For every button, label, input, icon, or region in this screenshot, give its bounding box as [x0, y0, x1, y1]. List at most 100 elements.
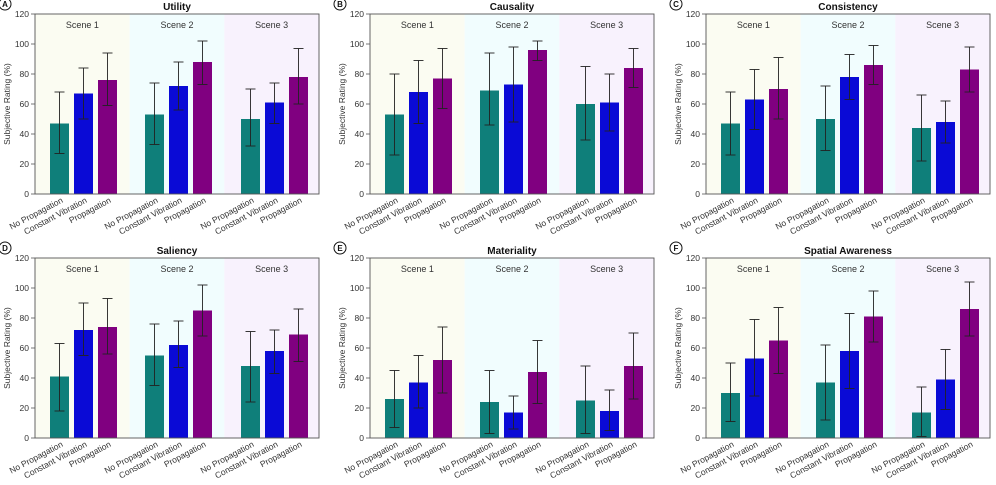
scene-label: Scene 3	[255, 20, 288, 30]
bar-constant-vibration	[169, 345, 188, 438]
scene-label: Scene 3	[926, 264, 959, 274]
bar-constant-vibration	[409, 382, 428, 438]
bar-propagation	[528, 50, 547, 194]
y-tick-label: 100	[686, 39, 700, 49]
y-tick-label: 60	[355, 343, 365, 353]
panel-badge	[669, 0, 683, 11]
scene-label: Scene 1	[737, 20, 770, 30]
bar-constant-vibration	[936, 122, 955, 194]
y-tick-label: 120	[15, 253, 29, 263]
scene-label: Scene 2	[831, 20, 864, 30]
panel-letter: A	[2, 0, 8, 9]
scene-label: Scene 3	[255, 264, 288, 274]
bar-propagation	[864, 316, 883, 438]
y-tick-label: 40	[355, 373, 365, 383]
plot-frame	[34, 257, 320, 439]
y-tick-label: 120	[15, 9, 29, 19]
y-tick-label: 60	[20, 99, 30, 109]
bar-propagation	[193, 310, 212, 438]
chart-title: Spatial Awareness	[804, 246, 892, 257]
plot-frame	[369, 257, 655, 439]
y-tick-label: 0	[695, 189, 700, 199]
chart-title: Consistency	[818, 2, 878, 13]
bar-propagation	[960, 69, 979, 194]
chart-panel-b: Scene 1 Scene 2 Scene 3 0 20 40 60 80 100 120 Subj…	[333, 0, 655, 237]
bar-no-propagation	[241, 119, 260, 194]
bar-no-propagation	[145, 355, 164, 438]
scene-label: Scene 2	[831, 264, 864, 274]
panel-letter: C	[673, 0, 679, 9]
bar-propagation	[624, 68, 643, 194]
y-tick-label: 0	[359, 433, 364, 443]
y-tick-label: 40	[20, 373, 30, 383]
bar-propagation	[960, 309, 979, 438]
y-tick-label: 40	[355, 129, 365, 139]
chart-title: Saliency	[157, 246, 198, 257]
bar-no-propagation	[480, 90, 499, 194]
y-tick-label: 60	[691, 343, 701, 353]
plot-frame	[705, 13, 991, 195]
bar-no-propagation	[576, 104, 595, 194]
panel-badge	[333, 241, 347, 255]
scene-label: Scene 1	[66, 264, 99, 274]
y-tick-label: 60	[20, 343, 30, 353]
chart-title: Materiality	[487, 246, 537, 257]
bar-no-propagation	[145, 114, 164, 194]
y-tick-label: 60	[355, 99, 365, 109]
y-axis-label: Subjective Rating (%)	[2, 307, 12, 389]
y-tick-label: 120	[350, 253, 364, 263]
y-tick-label: 100	[350, 283, 364, 293]
y-tick-label: 120	[686, 253, 700, 263]
y-tick-label: 20	[691, 159, 701, 169]
scene-label: Scene 1	[401, 264, 434, 274]
bar-propagation	[624, 366, 643, 438]
y-tick-label: 120	[350, 9, 364, 19]
y-tick-label: 40	[691, 373, 701, 383]
panel-badge	[0, 241, 12, 255]
y-tick-label: 20	[355, 403, 365, 413]
scene-label: Scene 3	[590, 264, 623, 274]
chart-panel-c: Scene 1 Scene 2 Scene 3 0 20 40 60 80 100 120 Subj…	[669, 0, 991, 237]
y-tick-label: 80	[691, 313, 701, 323]
bar-constant-vibration	[74, 330, 93, 438]
bar-propagation	[528, 372, 547, 438]
y-tick-label: 100	[15, 39, 29, 49]
y-tick-label: 0	[359, 189, 364, 199]
bar-constant-vibration	[745, 358, 764, 438]
scene-label: Scene 3	[590, 20, 623, 30]
bar-constant-vibration	[169, 86, 188, 194]
y-tick-label: 80	[355, 313, 365, 323]
y-tick-label: 0	[695, 433, 700, 443]
bar-propagation	[864, 65, 883, 194]
bar-no-propagation	[816, 119, 835, 194]
plot-frame	[369, 13, 655, 195]
y-tick-label: 0	[24, 433, 29, 443]
y-tick-label: 20	[691, 403, 701, 413]
y-tick-label: 20	[20, 403, 30, 413]
bar-no-propagation	[50, 123, 69, 194]
bar-propagation	[769, 89, 788, 194]
chart-panel-a: Scene 1 Scene 2 Scene 3 0 20 40 60 80 100 120 Subj…	[0, 0, 320, 237]
scene-label: Scene 3	[926, 20, 959, 30]
scene-label: Scene 2	[160, 20, 193, 30]
bar-no-propagation	[721, 123, 740, 194]
panel-letter: D	[2, 244, 8, 253]
scene-label: Scene 2	[160, 264, 193, 274]
y-axis-label: Subjective Rating (%)	[673, 307, 683, 389]
plot-frame	[705, 257, 991, 439]
y-axis-label: Subjective Rating (%)	[673, 63, 683, 145]
y-tick-label: 0	[24, 189, 29, 199]
scene-label: Scene 2	[495, 264, 528, 274]
bar-constant-vibration	[409, 92, 428, 194]
y-tick-label: 20	[20, 159, 30, 169]
scene-label: Scene 1	[737, 264, 770, 274]
bar-propagation	[433, 360, 452, 438]
bar-propagation	[289, 334, 308, 438]
panel-badge	[669, 241, 683, 255]
panel-letter: E	[337, 244, 343, 253]
bar-constant-vibration	[840, 351, 859, 438]
bar-propagation	[769, 340, 788, 438]
bar-constant-vibration	[745, 99, 764, 194]
y-tick-label: 20	[355, 159, 365, 169]
